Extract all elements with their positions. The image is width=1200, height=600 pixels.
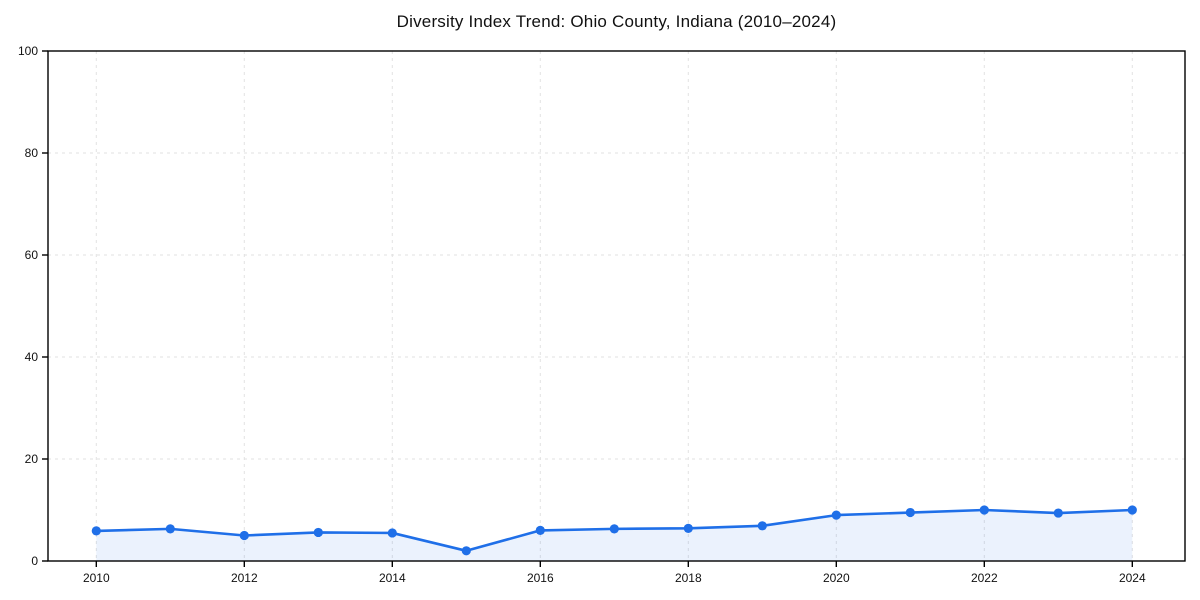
chart-title: Diversity Index Trend: Ohio County, Indi…	[396, 12, 837, 31]
data-point	[387, 528, 397, 538]
plot-border	[47, 50, 1186, 562]
svg-text:100: 100	[18, 44, 38, 58]
svg-text:2012: 2012	[231, 571, 258, 585]
svg-text:2020: 2020	[823, 571, 850, 585]
x-gridlines	[95, 51, 1133, 561]
data-point	[609, 524, 619, 534]
data-point	[1053, 508, 1063, 518]
y-gridlines	[48, 50, 1185, 460]
svg-text:40: 40	[25, 350, 39, 364]
data-point	[165, 524, 175, 534]
svg-text:2016: 2016	[527, 571, 554, 585]
svg-text:2024: 2024	[1119, 571, 1146, 585]
data-point	[313, 527, 323, 538]
data-point	[461, 546, 471, 556]
x-axis-ticks	[95, 561, 1134, 567]
svg-text:2010: 2010	[83, 571, 110, 585]
area-fill	[96, 510, 1133, 561]
data-point	[683, 523, 693, 533]
svg-text:80: 80	[25, 146, 39, 160]
svg-text:0: 0	[31, 554, 38, 568]
svg-text:2014: 2014	[379, 571, 406, 585]
svg-text:2022: 2022	[971, 571, 998, 585]
svg-text:2018: 2018	[675, 571, 702, 585]
data-point	[979, 505, 989, 515]
svg-text:20: 20	[25, 452, 39, 466]
data-point	[757, 521, 767, 531]
data-point	[239, 530, 249, 541]
svg-text:60: 60	[25, 248, 39, 262]
data-point	[905, 507, 915, 518]
y-tick-labels: 0 20 40 60 80 100	[18, 44, 38, 568]
x-tick-labels: 2010 2012 2014 2016 2018 2020 2022 2024	[83, 571, 1146, 585]
data-point	[831, 510, 841, 520]
data-point	[535, 525, 545, 536]
data-point	[91, 526, 101, 536]
data-point	[1127, 505, 1137, 515]
y-axis-ticks	[42, 50, 48, 562]
data-points	[91, 505, 1137, 556]
